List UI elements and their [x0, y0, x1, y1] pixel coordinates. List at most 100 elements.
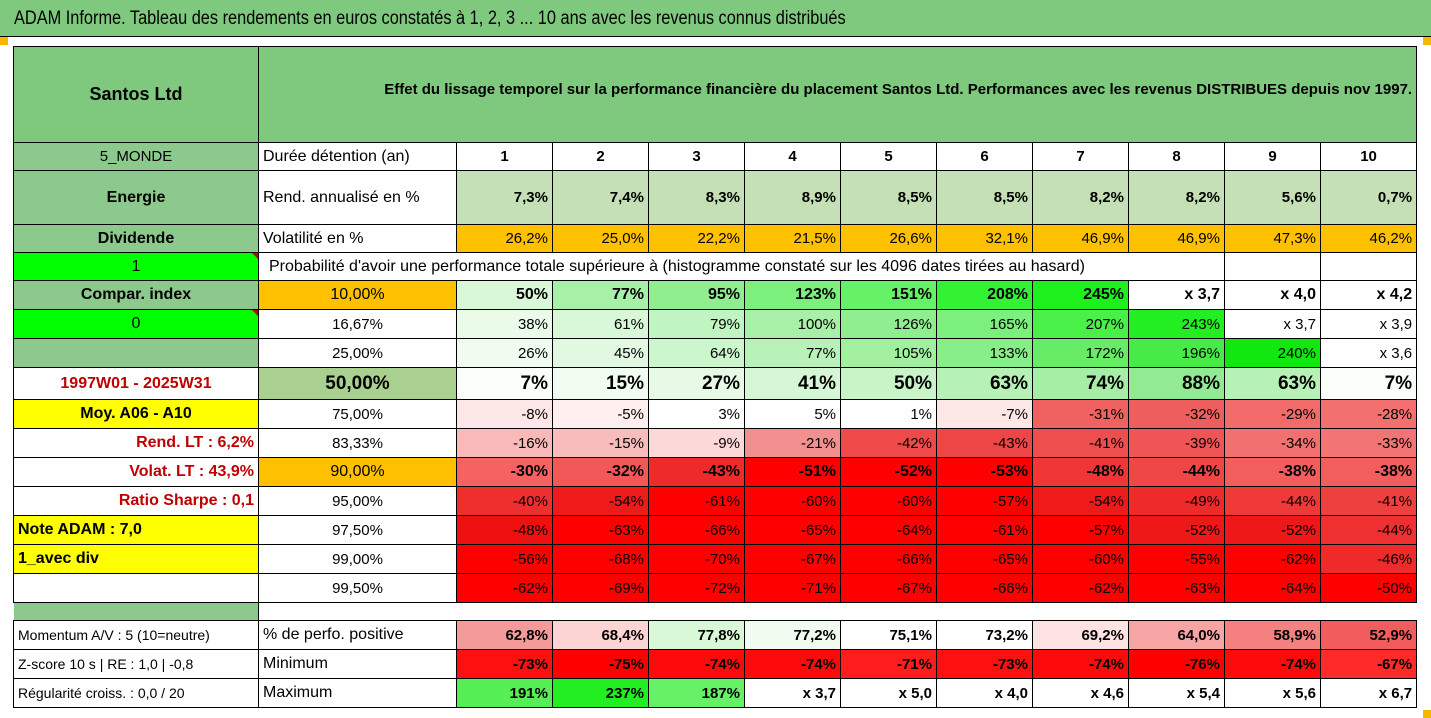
percentile-value: -5%: [552, 399, 649, 429]
percentile-value: -52%: [1128, 515, 1225, 545]
minimum-value: -74%: [1032, 649, 1129, 679]
flag-zero-cell: 0: [13, 309, 259, 339]
annual-return-value: 8,2%: [1128, 170, 1225, 225]
percentile-value: x 4,0: [1224, 280, 1321, 310]
percentile-value: -72%: [648, 573, 745, 603]
average-label: Moy. A06 - A10: [13, 399, 259, 429]
percentile-value: x 4,2: [1319, 280, 1418, 310]
annual-return-value: 5,6%: [1224, 170, 1321, 225]
compare-index-label: Compar. index: [13, 280, 259, 310]
side-empty-cell: [13, 573, 259, 603]
side-empty-cell: [13, 338, 259, 368]
percentile-value: 240%: [1224, 338, 1321, 368]
percentile-value: -44%: [1319, 515, 1418, 545]
percentile-value: -38%: [1224, 457, 1321, 487]
table-row: Moy. A06 - A10 75,00% -8% -5% 3% 5% 1% -7% -31% -…: [13, 399, 1418, 429]
table-body: Santos Ltd Effet du lissage temporel sur …: [13, 46, 1418, 708]
percentile-value: x 3,7: [1224, 309, 1321, 339]
percentile-label: 83,33%: [258, 428, 457, 458]
table-row: [13, 602, 1417, 621]
percentile-value: -70%: [648, 544, 745, 574]
probability-caption: Probabilité d'avoir une performance tota…: [258, 252, 1225, 281]
sector-label: Energie: [13, 170, 259, 225]
percentile-value: -38%: [1319, 457, 1418, 487]
percentile-label: 16,67%: [258, 309, 457, 339]
positive-share: 64,0%: [1128, 620, 1225, 650]
percentile-value: 74%: [1032, 367, 1129, 400]
percentile-value: -64%: [1224, 573, 1321, 603]
percentile-value: -66%: [648, 515, 745, 545]
year-header: 1: [456, 142, 553, 171]
performance-table: Santos Ltd Effet du lissage temporel sur …: [13, 46, 1418, 708]
stat-side-label: Z-score 10 s | RE : 1,0 | -0,8: [13, 649, 259, 679]
long-term-return: Rend. LT : 6,2%: [13, 428, 259, 458]
period-label: 1997W01 - 2025W31: [13, 367, 259, 400]
percentile-value: -39%: [1128, 428, 1225, 458]
percentile-value: 79%: [648, 309, 745, 339]
percentile-value: 38%: [456, 309, 553, 339]
stat-side-label: Momentum A/V : 5 (10=neutre): [13, 620, 259, 650]
percentile-value: -49%: [1128, 486, 1225, 516]
percentile-value: -57%: [936, 486, 1033, 516]
holding-duration-label: Durée détention (an): [258, 142, 457, 171]
adam-note: Note ADAM : 7,0: [13, 515, 259, 545]
percentile-label: 75,00%: [258, 399, 457, 429]
percentile-value: 126%: [840, 309, 937, 339]
maximum-value: 191%: [456, 678, 553, 708]
sharpe-ratio: Ratio Sharpe : 0,1: [13, 486, 259, 516]
spacer-cell: [259, 603, 1417, 621]
corner-marker: [1423, 37, 1431, 45]
percentile-value: -51%: [744, 457, 841, 487]
percentile-value: 196%: [1128, 338, 1225, 368]
percentile-value: -60%: [1032, 544, 1129, 574]
stat-label: Maximum: [258, 678, 457, 708]
percentile-value: -28%: [1319, 399, 1418, 429]
percentile-value: -61%: [648, 486, 745, 516]
percentile-value: 123%: [744, 280, 841, 310]
percentile-value: -34%: [1224, 428, 1321, 458]
year-header: 9: [1224, 142, 1321, 171]
percentile-value: -21%: [744, 428, 841, 458]
table-row: 99,50% -62% -69% -72% -71% -67% -66% -62% -63% -6…: [13, 573, 1418, 603]
table-row: 1 Probabilité d'avoir une performance tot…: [13, 252, 1418, 281]
percentile-value: -9%: [648, 428, 745, 458]
percentile-value: -52%: [1224, 515, 1321, 545]
percentile-value: -69%: [552, 573, 649, 603]
table-row: Régularité croiss. : 0,0 / 20 Maximum 191%…: [13, 678, 1418, 708]
percentile-value: 165%: [936, 309, 1033, 339]
percentile-value: -66%: [840, 544, 937, 574]
percentile-value: -55%: [1128, 544, 1225, 574]
percentile-value: -7%: [936, 399, 1033, 429]
percentile-value: -54%: [1032, 486, 1129, 516]
percentile-value: -43%: [648, 457, 745, 487]
percentile-value: -64%: [840, 515, 937, 545]
maximum-value: x 4,6: [1032, 678, 1129, 708]
report-title-bar: ADAM Informe. Tableau des rendements en …: [0, 0, 1431, 37]
table-row: Z-score 10 s | RE : 1,0 | -0,8 Minimum -73…: [13, 649, 1418, 679]
percentile-value: 3%: [648, 399, 745, 429]
positive-share: 73,2%: [936, 620, 1033, 650]
minimum-value: -67%: [1319, 649, 1418, 679]
volatility-value: 22,2%: [648, 224, 745, 253]
report-description: Effet du lissage temporel sur la perform…: [257, 46, 1418, 143]
percentile-value: -57%: [1032, 515, 1129, 545]
percentile-value: 207%: [1032, 309, 1129, 339]
table-row: 1_avec div 99,00% -56% -68% -70% -67% -66% -65%…: [13, 544, 1418, 574]
maximum-value: 187%: [648, 678, 745, 708]
percentile-value: 151%: [840, 280, 937, 310]
annual-return-value: 7,4%: [552, 170, 649, 225]
percentile-value: -43%: [936, 428, 1033, 458]
percentile-value: -46%: [1319, 544, 1418, 574]
positive-share: 77,8%: [648, 620, 745, 650]
maximum-value: x 4,0: [936, 678, 1033, 708]
annual-return-value: 8,5%: [936, 170, 1033, 225]
type-label: Dividende: [13, 224, 259, 253]
percentile-value: -65%: [936, 544, 1033, 574]
annual-return-value: 8,5%: [840, 170, 937, 225]
volatility-value: 26,6%: [840, 224, 937, 253]
percentile-value: 133%: [936, 338, 1033, 368]
percentile-value: -62%: [1032, 573, 1129, 603]
positive-share: 58,9%: [1224, 620, 1321, 650]
percentile-value: 208%: [936, 280, 1033, 310]
table-row: 1997W01 - 2025W31 50,00% 7% 15% 27% 41% 50% 63%…: [13, 367, 1418, 400]
